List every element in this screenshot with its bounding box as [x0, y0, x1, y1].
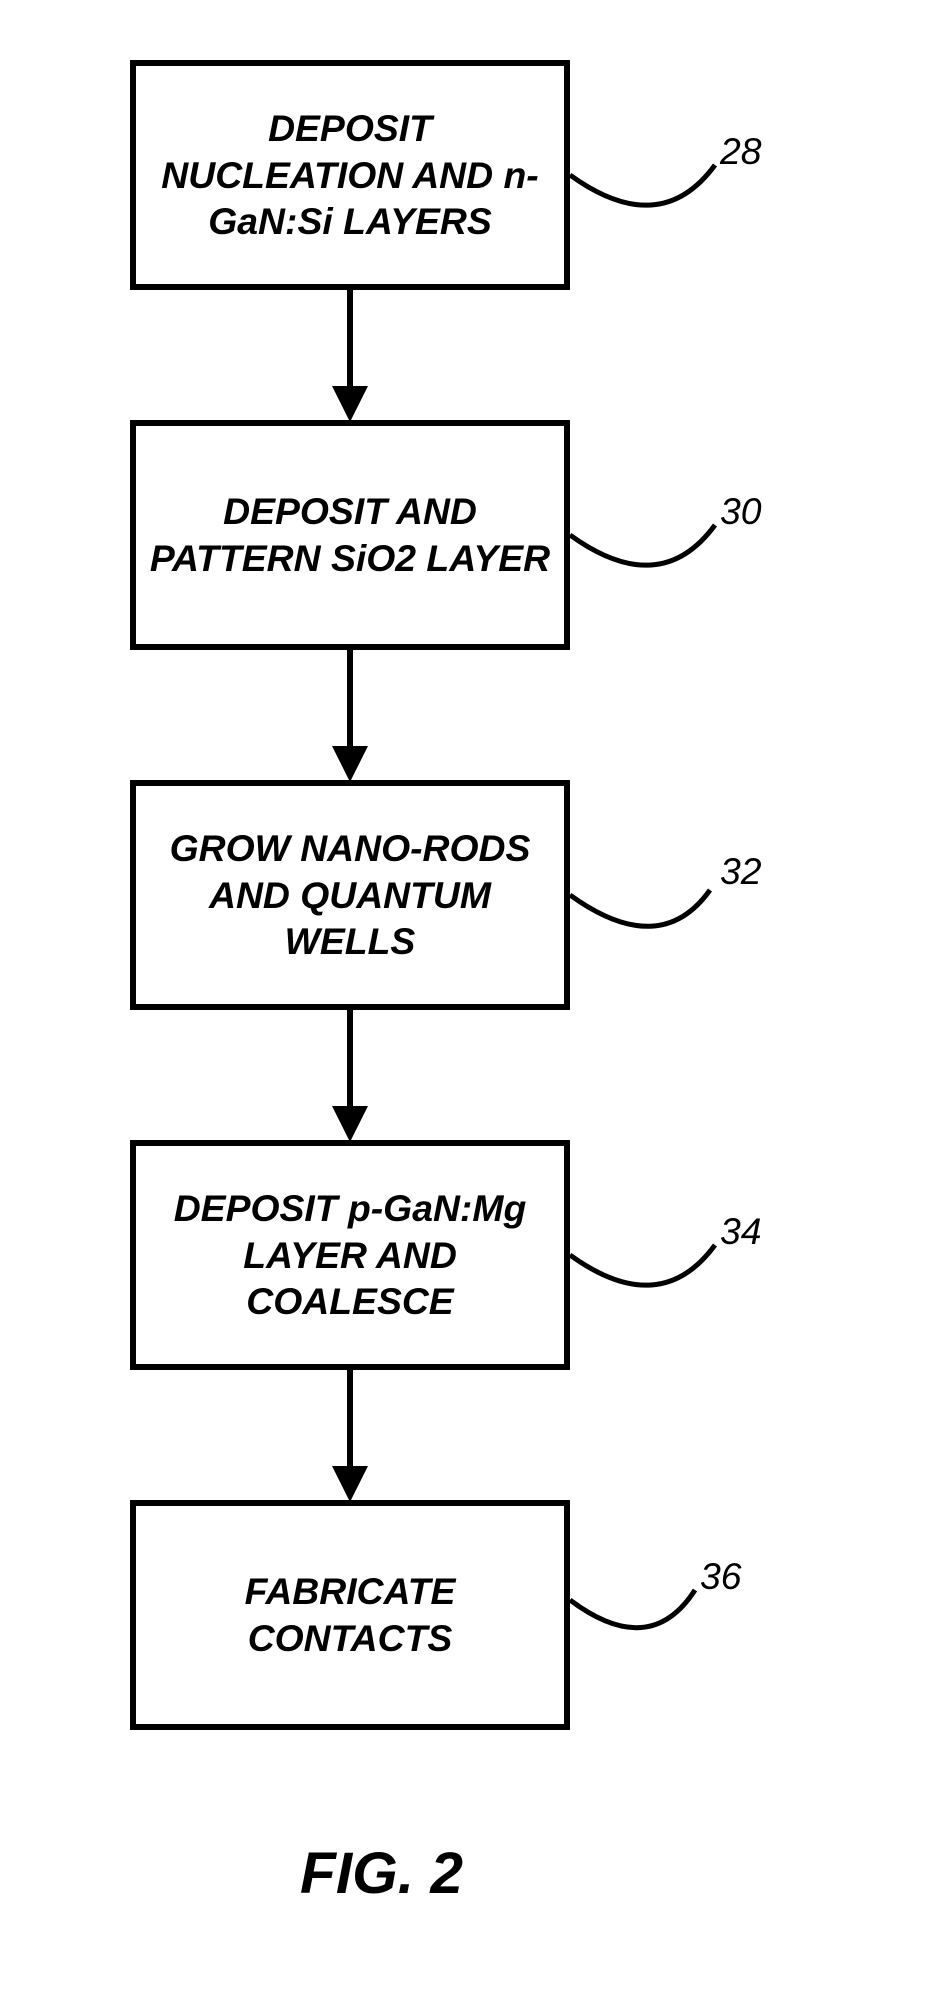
- flowchart-node-1: DEPOSIT NUCLEATION AND n-GaN:Si LAYERS: [130, 60, 570, 290]
- flowchart-node-3: GROW NANO-RODS AND QUANTUM WELLS: [130, 780, 570, 1010]
- flowchart-node-5-text: FABRICATE CONTACTS: [146, 1568, 554, 1661]
- flowchart-node-4: DEPOSIT p-GaN:Mg LAYER AND COALESCE: [130, 1140, 570, 1370]
- flowchart-node-1-text: DEPOSIT NUCLEATION AND n-GaN:Si LAYERS: [146, 105, 554, 245]
- flowchart-node-2-text: DEPOSIT AND PATTERN SiO2 LAYER: [146, 488, 554, 581]
- ref-label-3: 32: [720, 850, 762, 893]
- page: DEPOSIT NUCLEATION AND n-GaN:Si LAYERS D…: [0, 0, 947, 1997]
- ref-label-1: 28: [720, 130, 762, 173]
- flowchart-node-5: FABRICATE CONTACTS: [130, 1500, 570, 1730]
- ref-label-2: 30: [720, 490, 762, 533]
- flowchart-node-4-text: DEPOSIT p-GaN:Mg LAYER AND COALESCE: [146, 1185, 554, 1325]
- figure-caption: FIG. 2: [300, 1840, 463, 1907]
- flowchart-node-3-text: GROW NANO-RODS AND QUANTUM WELLS: [146, 825, 554, 965]
- ref-label-4: 34: [720, 1210, 762, 1253]
- flowchart-node-2: DEPOSIT AND PATTERN SiO2 LAYER: [130, 420, 570, 650]
- ref-label-5: 36: [700, 1555, 742, 1598]
